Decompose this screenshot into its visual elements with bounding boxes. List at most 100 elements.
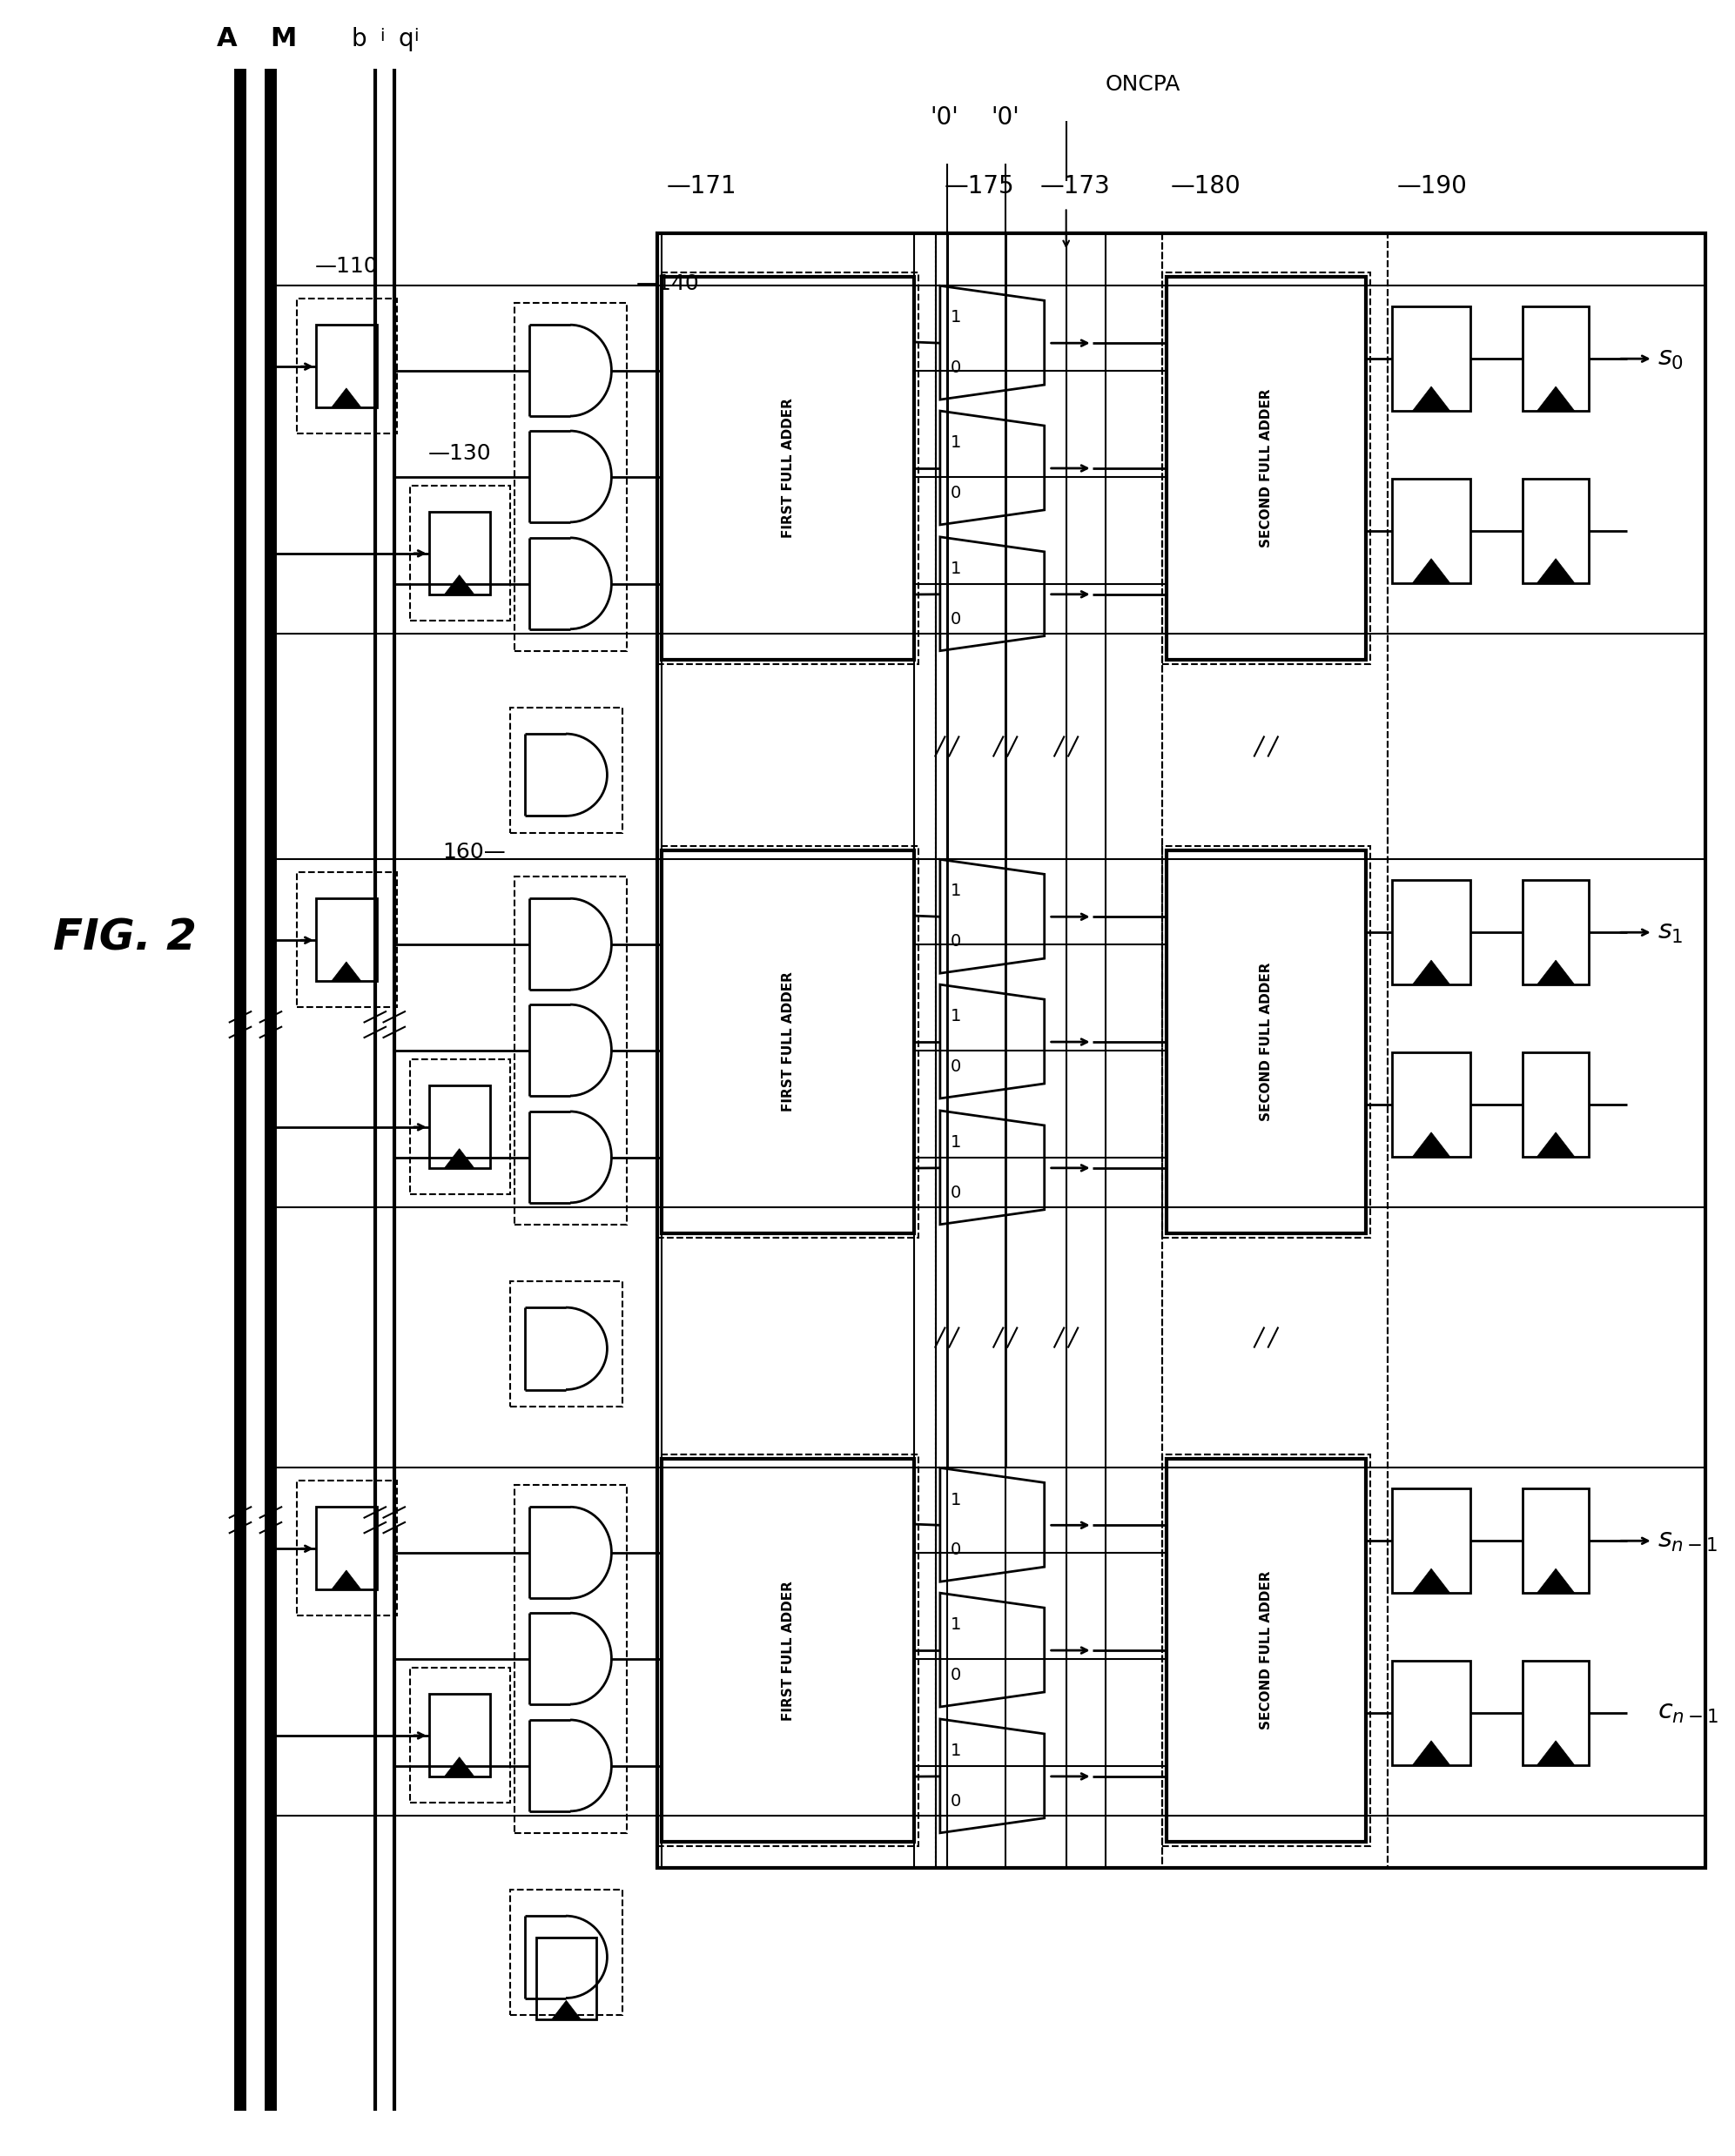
Bar: [297, 300, 397, 433]
Text: SECOND FULL ADDER: SECOND FULL ADDER: [1260, 1572, 1272, 1729]
Bar: [1391, 880, 1470, 985]
Text: 0: 0: [951, 1542, 961, 1559]
Text: FIRST FULL ADDER: FIRST FULL ADDER: [781, 972, 795, 1112]
Polygon shape: [444, 1149, 474, 1169]
Text: 1: 1: [951, 1742, 961, 1759]
Text: 0: 0: [951, 1184, 961, 1201]
Text: 0: 0: [951, 360, 961, 375]
Text: 1: 1: [951, 1492, 961, 1507]
Text: A: A: [217, 26, 238, 52]
Bar: [1391, 1660, 1470, 1766]
Text: —140: —140: [635, 274, 699, 295]
Text: 1: 1: [951, 1009, 961, 1024]
Text: FIRST FULL ADDER: FIRST FULL ADDER: [781, 1580, 795, 1720]
Polygon shape: [1412, 1740, 1450, 1766]
Text: SECOND FULL ADDER: SECOND FULL ADDER: [1260, 962, 1272, 1121]
Text: —180: —180: [1171, 175, 1241, 198]
Bar: [1162, 1455, 1371, 1846]
Polygon shape: [552, 2001, 581, 2020]
Bar: [536, 1938, 597, 2020]
Bar: [510, 1889, 623, 2016]
Bar: [658, 847, 918, 1238]
Bar: [409, 1059, 510, 1194]
Polygon shape: [331, 1570, 361, 1589]
Polygon shape: [1412, 1132, 1450, 1156]
Bar: [1162, 272, 1371, 664]
Bar: [429, 511, 489, 595]
Polygon shape: [1537, 1740, 1575, 1766]
Bar: [1391, 1488, 1470, 1593]
Text: $s_0$: $s_0$: [1657, 347, 1683, 371]
Text: $s_1$: $s_1$: [1657, 921, 1683, 944]
Bar: [1523, 880, 1589, 985]
Text: SECOND FULL ADDER: SECOND FULL ADDER: [1260, 388, 1272, 548]
Text: 1: 1: [951, 1617, 961, 1632]
Text: —110: —110: [314, 257, 378, 276]
Text: i: i: [413, 28, 418, 43]
Bar: [510, 1281, 623, 1408]
Bar: [1523, 479, 1589, 582]
Text: 1: 1: [951, 884, 961, 899]
Text: '0': '0': [930, 106, 959, 129]
Text: M: M: [271, 26, 297, 52]
Bar: [1523, 1660, 1589, 1766]
Text: 0: 0: [951, 485, 961, 500]
Text: 0: 0: [951, 934, 961, 949]
Text: 0: 0: [951, 1059, 961, 1076]
Polygon shape: [1537, 1132, 1575, 1156]
Polygon shape: [1412, 1570, 1450, 1593]
Text: $s_{n-1}$: $s_{n-1}$: [1657, 1529, 1718, 1554]
Polygon shape: [331, 388, 361, 407]
Bar: [409, 1669, 510, 1802]
Bar: [1523, 306, 1589, 412]
Bar: [514, 877, 626, 1225]
Bar: [1523, 1052, 1589, 1156]
Polygon shape: [1537, 386, 1575, 412]
Bar: [316, 1507, 376, 1589]
Text: —175: —175: [944, 175, 1015, 198]
Bar: [1391, 306, 1470, 412]
Text: 1: 1: [951, 308, 961, 326]
Text: 0: 0: [951, 1667, 961, 1684]
Polygon shape: [1537, 1570, 1575, 1593]
Text: q: q: [399, 26, 415, 52]
Text: —130: —130: [429, 442, 491, 464]
Text: —190: —190: [1397, 175, 1466, 198]
Polygon shape: [444, 576, 474, 595]
Bar: [1162, 847, 1371, 1238]
Text: 160—: 160—: [442, 843, 505, 862]
Bar: [1388, 233, 1706, 1867]
Text: 0: 0: [951, 610, 961, 627]
Polygon shape: [1412, 959, 1450, 985]
Text: '0': '0': [991, 106, 1020, 129]
Text: b: b: [350, 26, 366, 52]
Polygon shape: [1537, 558, 1575, 582]
Bar: [658, 233, 935, 1867]
Text: —171: —171: [666, 175, 736, 198]
Bar: [1523, 1488, 1589, 1593]
Bar: [1162, 233, 1388, 1867]
Bar: [658, 233, 1706, 1867]
Bar: [663, 852, 914, 1233]
Bar: [663, 1460, 914, 1841]
Bar: [316, 899, 376, 981]
Polygon shape: [331, 962, 361, 981]
Bar: [429, 1084, 489, 1169]
Text: 0: 0: [951, 1794, 961, 1809]
Bar: [510, 707, 623, 834]
Bar: [935, 233, 1162, 1867]
Bar: [409, 485, 510, 621]
Bar: [1391, 479, 1470, 582]
Text: i: i: [380, 28, 383, 43]
Bar: [1166, 852, 1365, 1233]
Polygon shape: [1412, 386, 1450, 412]
Text: FIRST FULL ADDER: FIRST FULL ADDER: [781, 399, 795, 539]
Bar: [1391, 1052, 1470, 1156]
Text: 1: 1: [951, 436, 961, 451]
Text: 1: 1: [951, 561, 961, 578]
Text: 1: 1: [951, 1134, 961, 1151]
Bar: [663, 276, 914, 660]
Text: —173: —173: [1039, 175, 1110, 198]
Text: ONCPA: ONCPA: [1105, 73, 1180, 95]
Text: FIG. 2: FIG. 2: [54, 916, 196, 959]
